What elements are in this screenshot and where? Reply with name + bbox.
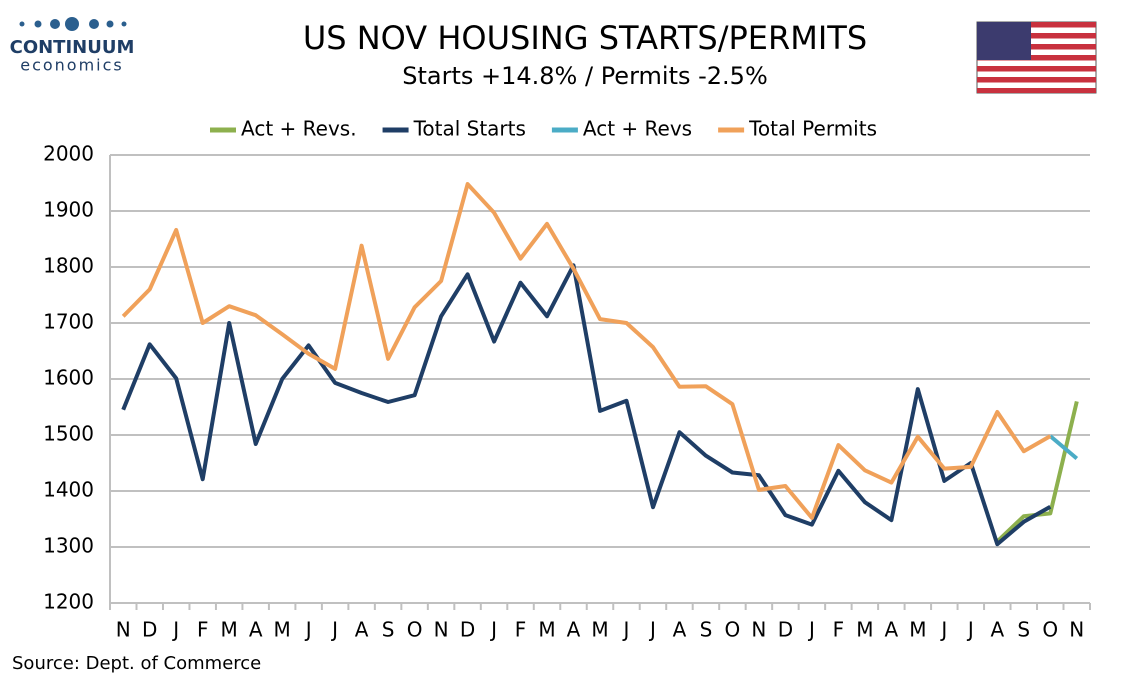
legend-label: Total Starts	[413, 117, 526, 141]
x-tick-label: D	[778, 618, 793, 642]
chart-title: US NOV HOUSING STARTS/PERMITS	[303, 19, 867, 57]
chart-subtitle: Starts +14.8% / Permits -2.5%	[402, 62, 768, 90]
x-tick-label: F	[515, 618, 527, 642]
x-tick-label: A	[249, 618, 263, 642]
x-tick-label: A	[673, 618, 687, 642]
series-line	[995, 400, 1079, 543]
x-tick-label: N	[1069, 618, 1084, 642]
x-tick-label: S	[1017, 618, 1030, 642]
x-tick-label: S	[382, 618, 395, 642]
y-tick-label: 1400	[43, 478, 94, 502]
x-tick-label: J	[171, 618, 179, 642]
x-tick-label: S	[700, 618, 713, 642]
series-line	[121, 263, 1052, 547]
x-tick-label: A	[990, 618, 1004, 642]
legend-label: Act + Revs.	[241, 117, 357, 141]
x-tick-label: M	[909, 618, 926, 642]
x-tick-label: J	[622, 618, 630, 642]
series-line	[1049, 434, 1079, 461]
x-tick-label: J	[807, 618, 815, 642]
x-tick-label: M	[591, 618, 608, 642]
x-tick-label: A	[885, 618, 899, 642]
x-tick-label: D	[142, 618, 157, 642]
flag	[976, 21, 1097, 94]
y-tick-label: 2000	[43, 142, 94, 166]
x-tick-label: J	[648, 618, 656, 642]
x-tick-label: J	[330, 618, 338, 642]
legend-label: Total Permits	[748, 117, 877, 141]
y-tick-label: 1800	[43, 254, 94, 278]
x-tick-label: A	[567, 618, 581, 642]
x-tick-label: O	[407, 618, 423, 642]
x-tick-label: J	[304, 618, 312, 642]
y-tick-label: 1300	[43, 534, 94, 558]
source: Source: Dept. of Commerce	[12, 653, 261, 674]
x-tick-label: J	[489, 618, 497, 642]
x-tick-label: O	[1042, 618, 1058, 642]
y-tick-label: 1200	[43, 590, 94, 614]
x-tick-label: N	[434, 618, 449, 642]
x-tick-label: M	[274, 618, 291, 642]
series-line	[121, 182, 1052, 520]
y-tick-label: 1900	[43, 198, 94, 222]
logo-name: CONTINUUM	[10, 37, 135, 58]
x-tick-label: A	[355, 618, 369, 642]
x-tick-label: J	[939, 618, 947, 642]
y-tick-label: 1500	[43, 422, 94, 446]
x-tick-label: F	[197, 618, 209, 642]
logo-tagline: economics	[20, 56, 124, 75]
legend-label: Act + Revs	[583, 117, 692, 141]
x-tick-label: M	[538, 618, 555, 642]
x-tick-label: O	[725, 618, 741, 642]
x-tick-label: N	[116, 618, 131, 642]
x-tick-label: N	[751, 618, 766, 642]
x-tick-label: M	[856, 618, 873, 642]
x-tick-label: D	[460, 618, 475, 642]
logo: CONTINUUM economics	[10, 17, 135, 75]
x-tick-label: M	[221, 618, 238, 642]
y-tick-label: 1700	[43, 310, 94, 334]
y-tick-label: 1600	[43, 366, 94, 390]
x-tick-label: F	[833, 618, 845, 642]
x-tick-label: J	[966, 618, 974, 642]
